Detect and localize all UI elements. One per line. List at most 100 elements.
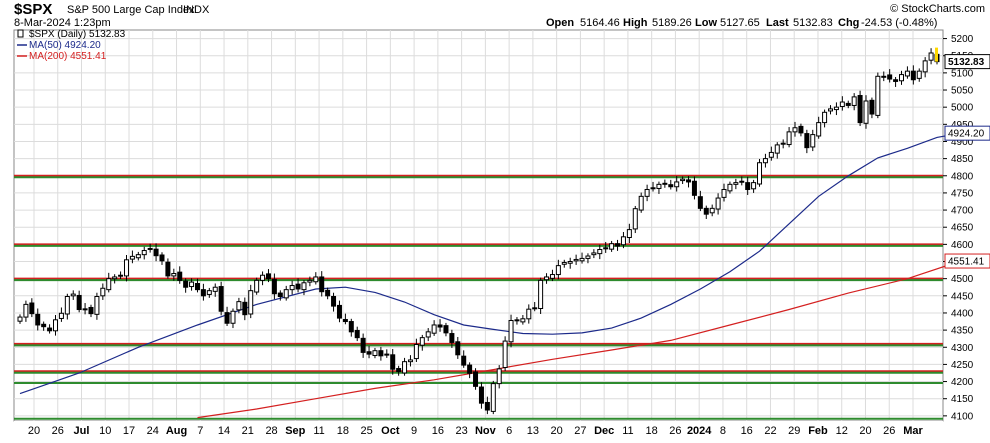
candle-down: [703, 207, 709, 215]
tick-label-x: Dec: [594, 425, 614, 437]
tick-label-x: 25: [360, 425, 372, 437]
candle: [443, 322, 449, 337]
candle-up: [786, 131, 792, 146]
candle: [260, 271, 266, 286]
candle-up: [822, 111, 828, 124]
candle-down: [484, 401, 490, 411]
candle: [632, 205, 638, 234]
candle-up: [780, 142, 786, 145]
candle-up: [810, 134, 816, 148]
candle: [798, 123, 804, 137]
tick-label-x: Feb: [808, 425, 828, 437]
candle-down: [265, 273, 271, 280]
candle-up: [549, 274, 555, 279]
tick-label-x: 16: [741, 425, 753, 437]
candle-down: [857, 95, 863, 124]
candle: [721, 183, 727, 202]
tick-label-x: Mar: [903, 425, 923, 437]
candle-down: [41, 323, 47, 328]
candle: [845, 100, 851, 109]
candle-up: [644, 188, 650, 197]
candle-up: [757, 162, 763, 185]
tick-label-x: 23: [455, 425, 467, 437]
exchange: INDX: [183, 4, 210, 16]
header-left: $SPX S&P 500 Large Cap Index INDX 8-Mar-…: [14, 1, 210, 29]
candle-down: [183, 280, 189, 288]
candle: [224, 306, 230, 326]
candle: [549, 269, 555, 282]
tick-label-y: 4600: [951, 240, 974, 251]
candle: [768, 146, 774, 161]
quote-bar: Open 5164.46 High 5189.26 Low 5127.65 La…: [546, 17, 937, 29]
candle: [437, 319, 443, 332]
candle: [118, 271, 124, 280]
candle: [384, 349, 390, 358]
candle: [609, 240, 615, 252]
candle-up: [792, 127, 798, 133]
candle: [478, 382, 484, 409]
candle-up: [52, 319, 58, 332]
candle-up: [662, 182, 668, 185]
candle-up: [733, 182, 739, 185]
candle-up: [609, 243, 615, 250]
candle-up: [307, 279, 313, 283]
candle: [591, 249, 597, 259]
candle-down: [455, 341, 461, 356]
candle-up: [555, 265, 561, 276]
candle: [473, 368, 479, 390]
candle-up: [721, 188, 727, 198]
candle: [147, 243, 153, 253]
candle: [697, 190, 703, 212]
candle-up: [413, 344, 419, 360]
x-axis: 20 26 Jul 10 17 24 Aug 7 14 21 28 Sep 11 18 25 Oct 9 16 23…: [14, 421, 943, 438]
candle-up: [283, 289, 289, 299]
candle: [70, 290, 76, 300]
candle: [650, 181, 656, 192]
candle-up: [626, 229, 632, 239]
candle-down: [845, 102, 851, 106]
candle-down: [869, 99, 875, 115]
tick-label-x: 18: [646, 425, 658, 437]
candle: [532, 301, 538, 312]
candle-down: [443, 325, 449, 334]
candle-up: [567, 261, 573, 264]
candle-down: [691, 180, 697, 196]
candle-down: [76, 294, 82, 311]
candle-up: [82, 308, 88, 311]
candle-down: [467, 364, 473, 374]
ma200-line: [197, 260, 961, 419]
candle-up: [561, 262, 567, 265]
tick-label-x: 27: [574, 425, 586, 437]
candle: [804, 129, 810, 154]
candle-up: [928, 52, 934, 61]
candle: [544, 273, 550, 284]
candle: [212, 283, 218, 297]
candle: [360, 333, 366, 358]
candle: [301, 280, 307, 296]
tick-label-y: 4850: [951, 154, 974, 165]
candle: [496, 365, 502, 389]
value-label-box: [944, 253, 990, 269]
candles: [17, 48, 940, 415]
candle-down: [668, 184, 674, 188]
tick-label-y: 4450: [951, 291, 974, 302]
candle: [23, 300, 29, 322]
candle-up: [727, 183, 733, 192]
candle-down: [686, 179, 692, 183]
candle: [656, 181, 662, 194]
candle: [88, 304, 94, 318]
candle: [289, 280, 295, 295]
last-label: Last: [766, 17, 789, 29]
candle: [354, 326, 360, 342]
candle: [41, 321, 47, 331]
candle-up: [573, 258, 579, 262]
candle-down: [153, 248, 159, 257]
candle: [538, 277, 544, 314]
candle: [313, 272, 319, 285]
candle-down: [194, 282, 200, 291]
candle: [751, 179, 757, 193]
candle-up: [715, 197, 721, 210]
open-value: 5164.46: [580, 17, 620, 29]
tick-label-x: 12: [836, 425, 848, 437]
candle-down: [396, 368, 402, 373]
